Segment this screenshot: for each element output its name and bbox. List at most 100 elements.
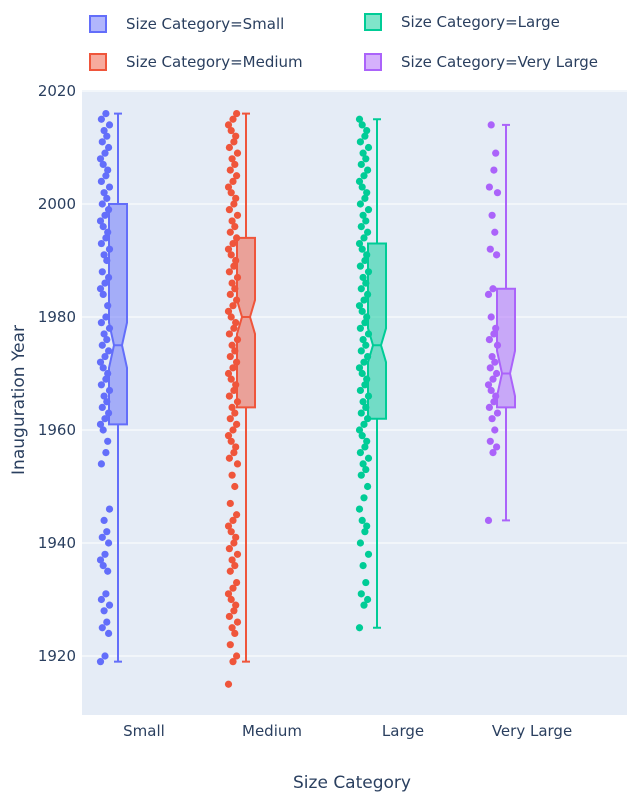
data-point (96, 420, 105, 428)
data-point (364, 206, 373, 214)
data-point (363, 437, 371, 445)
data-point (360, 172, 368, 180)
x-tick-label: Small (123, 722, 165, 740)
data-point (493, 251, 501, 259)
legend-label: Size Category=Medium (126, 53, 303, 71)
legend-swatch (364, 53, 382, 71)
data-point (491, 426, 499, 434)
data-point (357, 160, 365, 169)
data-point (361, 528, 369, 536)
data-point (487, 121, 495, 129)
data-point (225, 143, 233, 152)
data-point (486, 364, 494, 372)
data-point (229, 302, 237, 310)
data-point (226, 499, 234, 508)
y-tick-label: 2000 (38, 195, 76, 213)
data-point (232, 194, 240, 202)
data-point (226, 228, 234, 236)
data-point (489, 375, 497, 383)
data-point (360, 296, 368, 304)
data-point (105, 629, 113, 638)
data-point (233, 618, 242, 626)
data-point (229, 364, 237, 372)
data-point (228, 217, 236, 225)
data-point (358, 121, 366, 129)
data-point (361, 381, 369, 389)
data-point (359, 398, 367, 406)
data-point (355, 426, 364, 434)
data-point (487, 386, 495, 395)
data-point (493, 189, 502, 197)
data-point (355, 302, 364, 310)
data-point (364, 143, 373, 152)
data-point (484, 516, 493, 525)
data-point (364, 550, 373, 558)
legend-item[interactable]: Size Category=Very Large (364, 53, 598, 71)
data-point (101, 279, 109, 287)
data-point (493, 409, 502, 417)
data-point (358, 369, 366, 378)
data-point (227, 528, 235, 536)
data-point (99, 160, 107, 169)
y-tick-label: 1940 (38, 534, 76, 552)
data-point (98, 268, 106, 276)
x-tick-label: Medium (242, 722, 302, 740)
data-point (100, 607, 108, 615)
data-point (97, 177, 105, 185)
data-point (358, 432, 366, 440)
data-point (98, 624, 106, 632)
data-point (98, 341, 106, 349)
data-point (228, 471, 236, 479)
legend-item[interactable]: Size Category=Small (89, 15, 284, 33)
series-large (355, 115, 387, 632)
data-point (226, 352, 234, 361)
data-point (230, 324, 238, 332)
legend-label: Size Category=Small (126, 15, 284, 33)
data-point (364, 454, 373, 462)
y-axis-title: Inauguration Year (9, 325, 29, 475)
data-point (231, 562, 239, 570)
data-point (361, 132, 369, 140)
data-point (227, 189, 235, 197)
legend-swatch (364, 13, 382, 31)
data-point (226, 290, 234, 298)
legend-label: Size Category=Very Large (401, 53, 598, 71)
data-point (231, 160, 239, 169)
legend-item[interactable]: Size Category=Large (364, 13, 560, 31)
data-point (100, 251, 108, 259)
data-point (100, 189, 108, 197)
data-point (490, 330, 498, 338)
data-point (227, 375, 235, 383)
data-point (233, 550, 242, 558)
legend-item[interactable]: Size Category=Medium (89, 53, 303, 71)
data-point (488, 211, 496, 219)
data-point (233, 460, 242, 468)
data-point (485, 336, 493, 344)
x-axis-ticks: Small Medium Large Very Large (123, 722, 572, 740)
data-point (359, 336, 367, 344)
data-point (228, 341, 236, 349)
data-point (230, 607, 238, 615)
data-point (229, 658, 237, 666)
data-point (355, 505, 364, 513)
data-point (99, 364, 107, 372)
gridlines (82, 90, 627, 657)
legend-label: Size Category=Large (401, 13, 560, 31)
data-point (232, 533, 240, 541)
data-point (362, 465, 370, 474)
data-point (105, 121, 114, 129)
data-point (358, 516, 366, 525)
data-point (233, 110, 241, 118)
data-point (361, 443, 369, 451)
legend[interactable]: Size Category=Small Size Category=Medium S… (89, 13, 598, 71)
data-point (491, 358, 499, 366)
data-point (224, 307, 233, 315)
data-point (102, 172, 110, 180)
data-point (359, 149, 367, 157)
data-point (362, 217, 370, 225)
series-medium (224, 110, 256, 688)
data-point (356, 324, 364, 332)
data-point (226, 415, 234, 423)
data-point (359, 562, 367, 570)
